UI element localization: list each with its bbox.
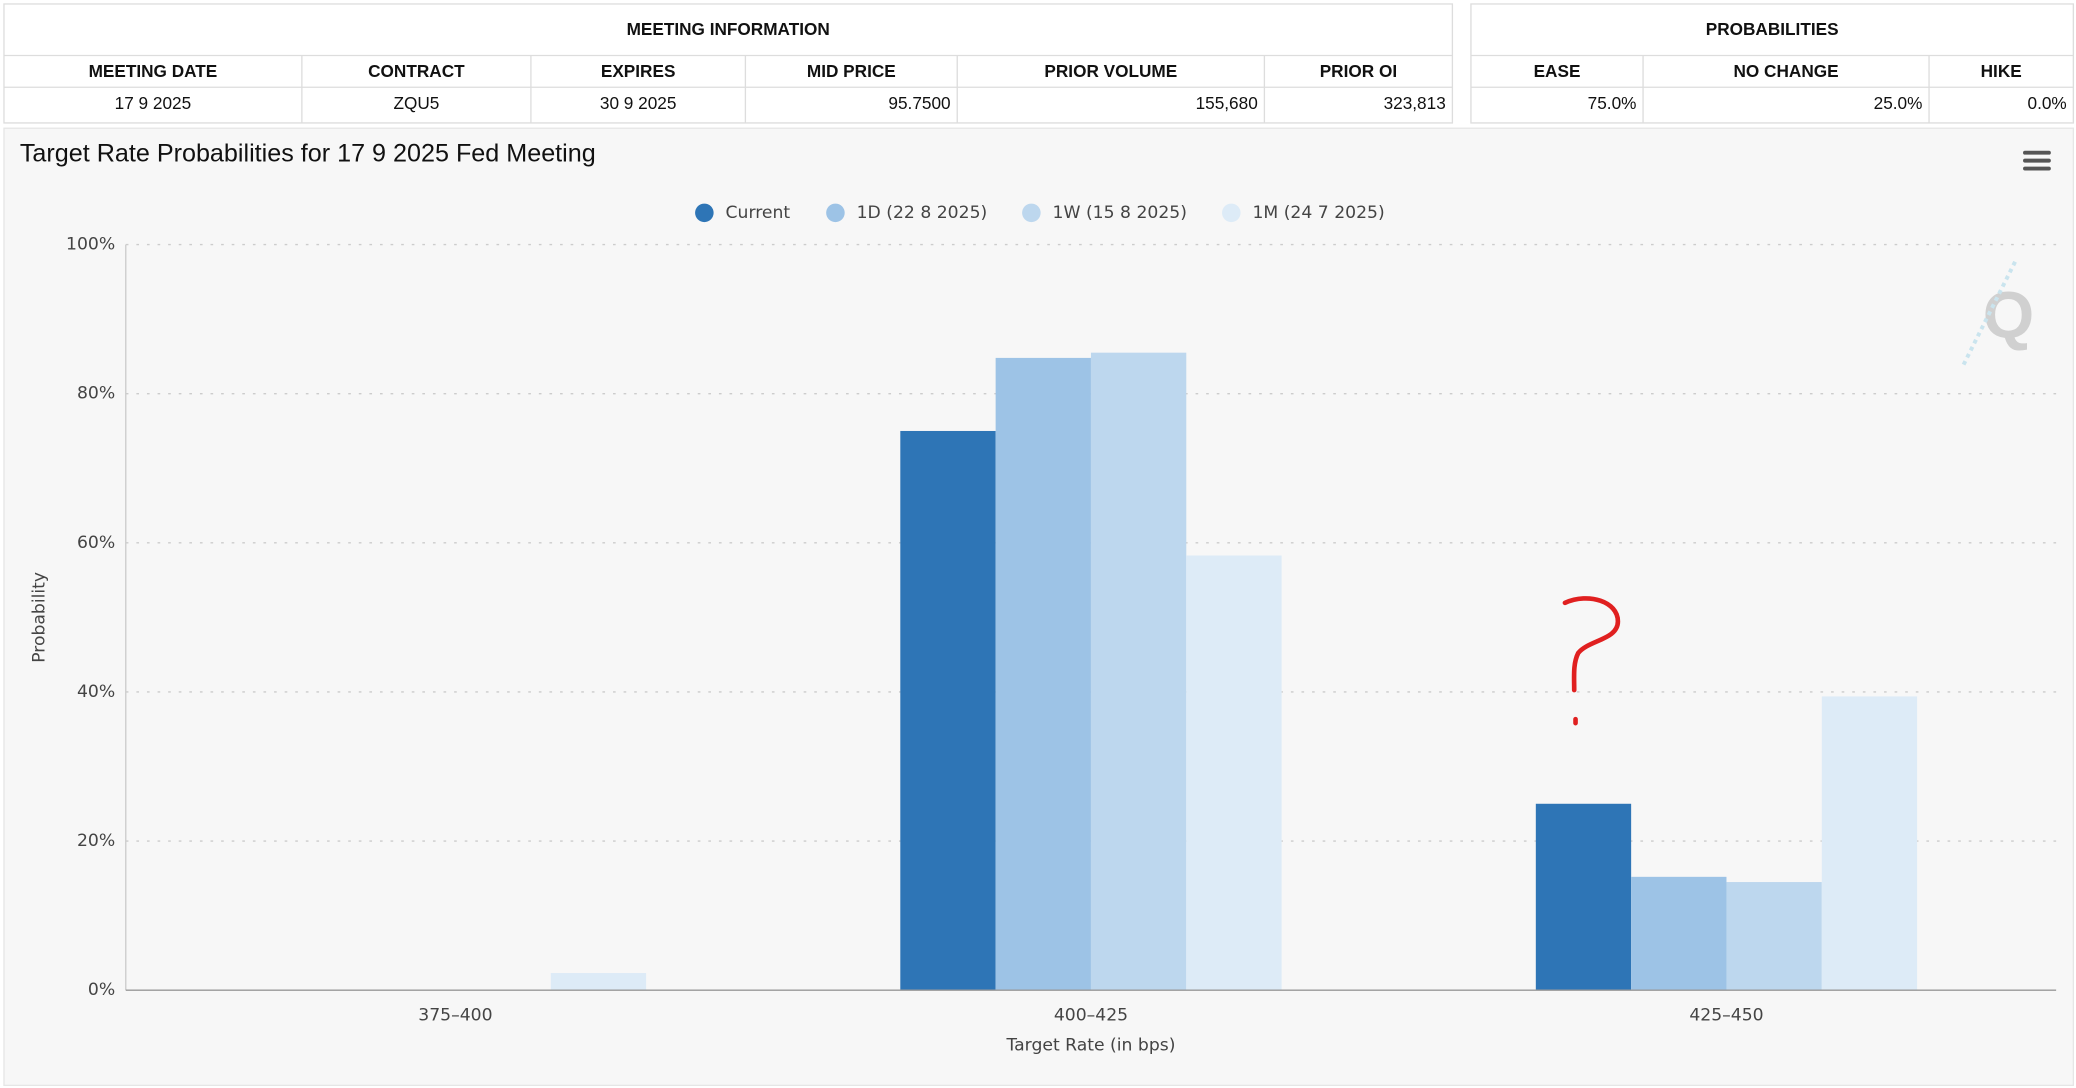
watermark-stripe (1960, 260, 2017, 369)
legend-marker[interactable] (1222, 203, 1241, 223)
column-header: PRIOR VOLUME (1044, 61, 1177, 81)
table-cell: 0.0% (2028, 93, 2067, 113)
bar (1631, 876, 1727, 991)
table-cell: 17 9 2025 (115, 93, 192, 113)
bar (1821, 696, 1918, 991)
y-tick-label: 0% (88, 980, 115, 1000)
table-title: PROBABILITIES (1706, 19, 1839, 39)
column-header: EXPIRES (601, 61, 676, 81)
legend-label[interactable]: 1D (22 8 2025) (857, 203, 988, 223)
watermark: Q (1960, 260, 2034, 369)
legend-marker[interactable] (695, 203, 714, 223)
legend-marker[interactable] (826, 203, 845, 223)
annotation-question-mark (1562, 596, 1621, 726)
legend-label[interactable]: Current (726, 203, 791, 223)
y-tick-label: 20% (77, 831, 115, 851)
chart-title: Target Rate Probabilities for 17 9 2025 … (20, 139, 596, 167)
bar (900, 430, 996, 991)
menu-bar[interactable] (2023, 158, 2051, 163)
table-cell: 75.0% (1588, 93, 1637, 113)
menu-bar[interactable] (2023, 150, 2051, 155)
y-tick-label: 40% (77, 682, 115, 702)
y-tick-label: 100% (66, 235, 115, 255)
table-cell: 25.0% (1874, 93, 1923, 113)
table-cell: 30 9 2025 (600, 93, 677, 113)
column-header: NO CHANGE (1733, 61, 1838, 81)
legend-item[interactable]: Current (695, 203, 790, 223)
column-header: EASE (1534, 61, 1581, 81)
legend-marker[interactable] (1022, 203, 1041, 223)
y-tick-label: 80% (77, 384, 115, 404)
column-header: MID PRICE (807, 61, 896, 81)
table-frame (3, 3, 1454, 124)
bar (1535, 803, 1632, 991)
table-title: MEETING INFORMATION (627, 19, 830, 39)
x-tick-label: 400–425 (1054, 1005, 1128, 1025)
y-axis-title: Probability (30, 572, 50, 663)
column-header: MEETING DATE (89, 61, 218, 81)
bar (550, 973, 647, 991)
table-frame (1470, 3, 2075, 124)
legend-item[interactable]: 1M (24 7 2025) (1222, 203, 1385, 223)
table-cell: ZQU5 (393, 93, 439, 113)
bar (995, 357, 1091, 991)
bar (1726, 882, 1822, 991)
column-header: PRIOR OI (1320, 61, 1397, 81)
x-axis-title: Target Rate (in bps) (1005, 1036, 1175, 1056)
bar (1090, 352, 1187, 991)
y-tick-label: 60% (77, 533, 115, 553)
legend-label[interactable]: 1M (24 7 2025) (1252, 203, 1384, 223)
x-tick-label: 375–400 (418, 1005, 492, 1025)
legend-item[interactable]: 1D (22 8 2025) (826, 203, 987, 223)
column-header: HIKE (1981, 61, 2022, 81)
table-cell: 155,680 (1196, 93, 1258, 113)
bar (1186, 555, 1282, 991)
table-cell: 323,813 (1384, 93, 1446, 113)
x-tick-label: 425–450 (1689, 1005, 1763, 1025)
legend-label[interactable]: 1W (15 8 2025) (1053, 203, 1187, 223)
menu-icon[interactable] (2023, 150, 2051, 171)
watermark-logo: Q (1983, 278, 2034, 352)
menu-bar[interactable] (2023, 166, 2051, 171)
legend-item[interactable]: 1W (15 8 2025) (1022, 203, 1187, 223)
column-header: CONTRACT (368, 61, 465, 81)
table-cell: 95.7500 (888, 93, 950, 113)
